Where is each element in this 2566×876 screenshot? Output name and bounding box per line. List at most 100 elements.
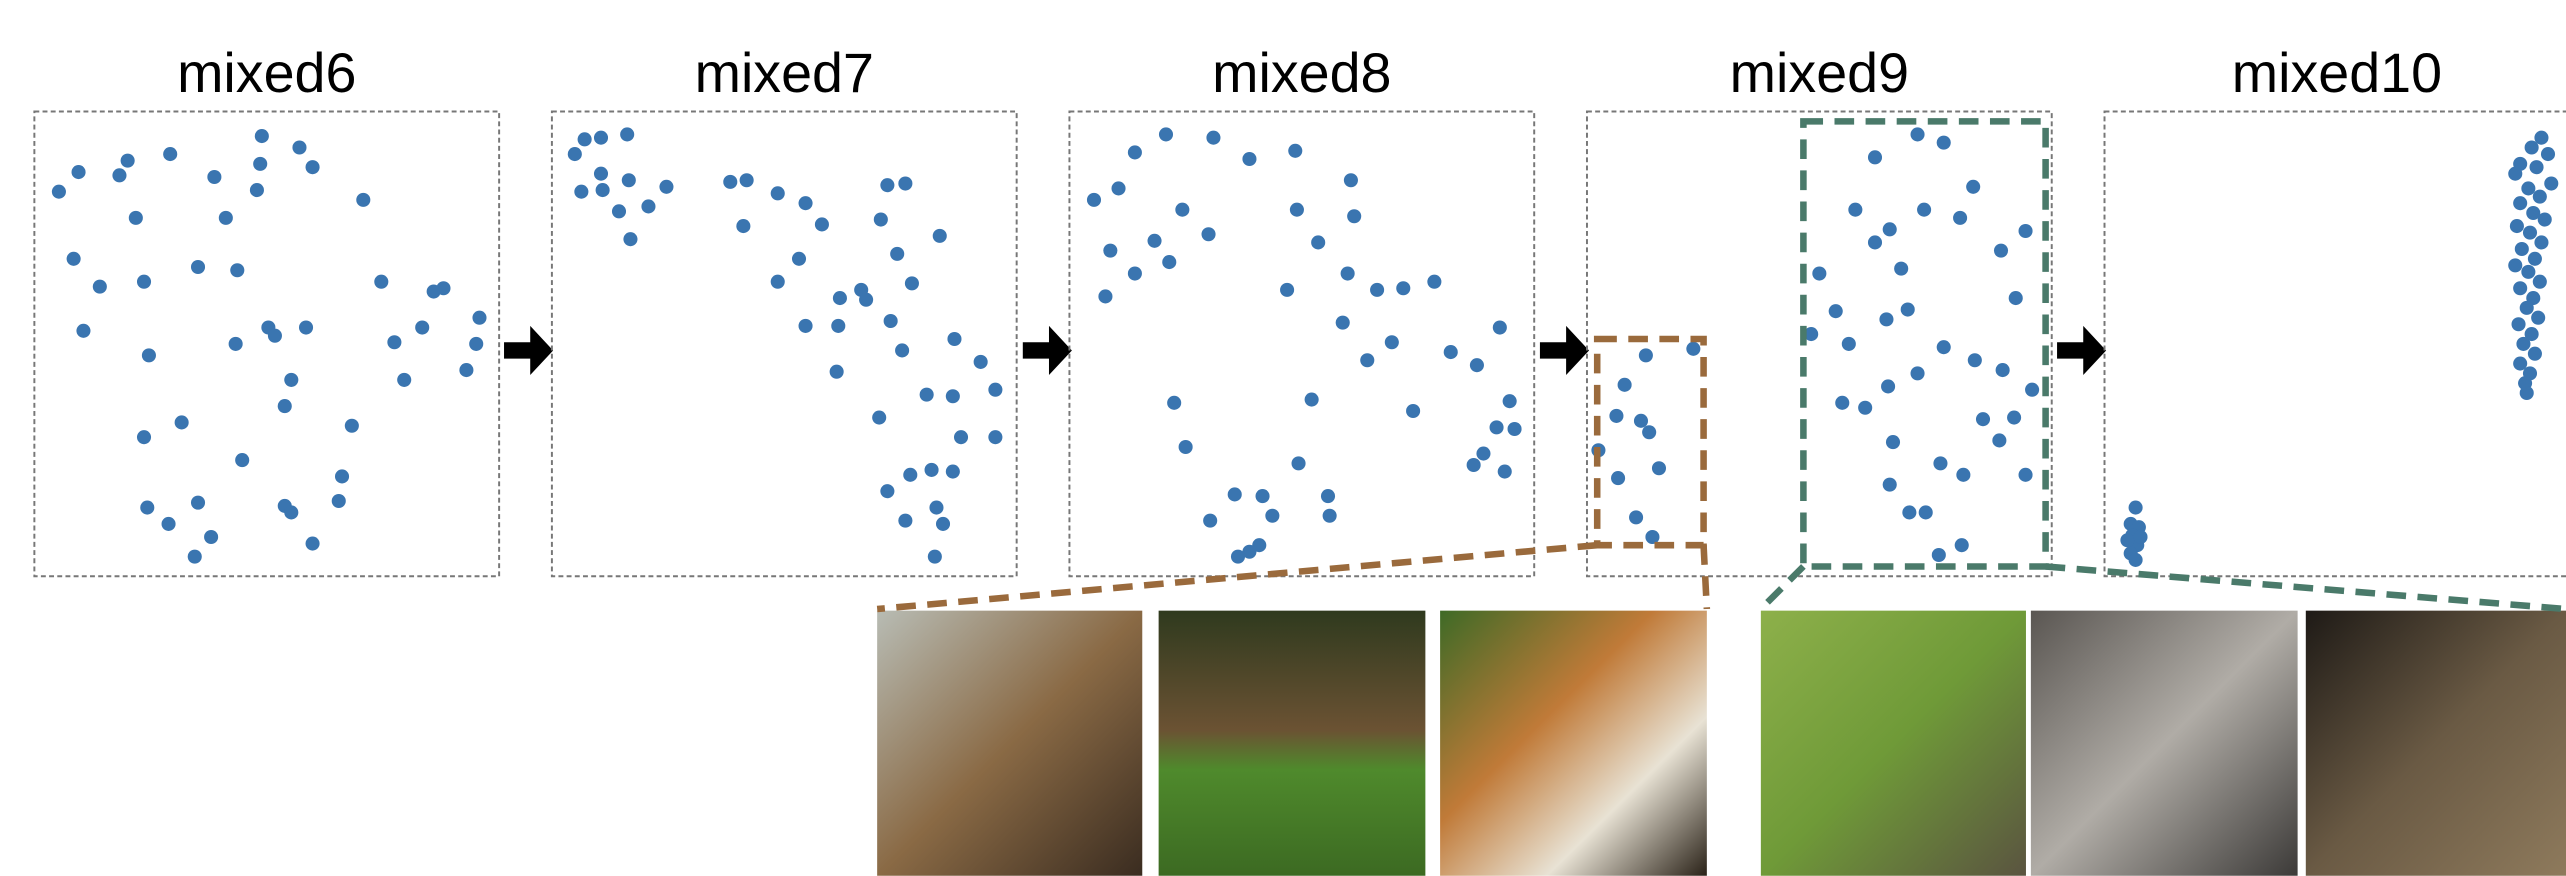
- point: [596, 183, 610, 197]
- point: [1203, 514, 1217, 528]
- point: [1406, 404, 1420, 418]
- point: [568, 147, 582, 161]
- point: [1385, 335, 1399, 349]
- point: [1228, 487, 1242, 501]
- point: [1976, 412, 1990, 426]
- point: [1919, 505, 1933, 519]
- point: [884, 314, 898, 328]
- cat-highlight: [1803, 121, 2045, 566]
- tiger-photo: [877, 611, 1142, 876]
- panel-title: mixed9: [1730, 42, 1909, 104]
- point: [335, 469, 349, 483]
- point: [792, 252, 806, 266]
- point: [641, 199, 655, 213]
- point: [229, 337, 243, 351]
- panel-title: mixed7: [695, 42, 874, 104]
- point: [2019, 468, 2033, 482]
- point: [1179, 440, 1193, 454]
- point: [1858, 401, 1872, 415]
- point: [1835, 396, 1849, 410]
- point: [928, 550, 942, 564]
- point: [1611, 471, 1625, 485]
- arrow: [1540, 326, 1589, 375]
- scatter-panel: mixed8: [1069, 42, 1534, 576]
- arrows: [504, 326, 2106, 375]
- point: [929, 501, 943, 515]
- point: [2544, 176, 2558, 190]
- point: [1290, 203, 1304, 217]
- point: [880, 178, 894, 192]
- point: [292, 140, 306, 154]
- point: [833, 291, 847, 305]
- point: [207, 170, 221, 184]
- point: [771, 186, 785, 200]
- point: [830, 365, 844, 379]
- point: [175, 415, 189, 429]
- point: [72, 165, 86, 179]
- point: [1087, 193, 1101, 207]
- point: [2508, 258, 2522, 272]
- scatter-panel: mixed7: [552, 42, 1017, 576]
- figure: mixed6mixed7mixed8mixed9mixed10: [0, 0, 2566, 876]
- point: [268, 329, 282, 343]
- point: [578, 132, 592, 146]
- point: [472, 311, 486, 325]
- point: [1470, 358, 1484, 372]
- point: [880, 484, 894, 498]
- point: [415, 321, 429, 335]
- point: [1341, 266, 1355, 280]
- point: [1370, 283, 1384, 297]
- point: [1609, 409, 1623, 423]
- point: [1917, 203, 1931, 217]
- point: [2521, 265, 2535, 279]
- point: [1911, 127, 1925, 141]
- tiger-highlight: [1597, 339, 1703, 545]
- point: [1992, 433, 2006, 447]
- point: [1321, 489, 1335, 503]
- point: [2528, 347, 2542, 361]
- panel-title: mixed10: [2232, 42, 2442, 104]
- point: [659, 180, 673, 194]
- point: [345, 419, 359, 433]
- point: [255, 129, 269, 143]
- point: [1634, 414, 1648, 428]
- point: [2120, 533, 2134, 547]
- point: [898, 514, 912, 528]
- tiger-photo: [1159, 611, 1426, 876]
- point: [1347, 209, 1361, 223]
- point: [2515, 242, 2529, 256]
- point: [250, 183, 264, 197]
- point: [1886, 435, 1900, 449]
- point: [1937, 136, 1951, 150]
- point: [2533, 190, 2547, 204]
- point: [623, 232, 637, 246]
- point: [1256, 489, 1270, 503]
- point: [2025, 383, 2039, 397]
- point: [436, 281, 450, 295]
- point: [1323, 509, 1337, 523]
- point: [905, 276, 919, 290]
- point: [920, 388, 934, 402]
- point: [859, 293, 873, 307]
- point: [1305, 393, 1319, 407]
- point: [1128, 145, 1142, 159]
- arrow: [1023, 326, 1072, 375]
- point: [1202, 227, 1216, 241]
- point: [1966, 180, 1980, 194]
- point: [1996, 363, 2010, 377]
- point: [76, 324, 90, 338]
- point: [1147, 234, 1161, 248]
- panel-title: mixed8: [1212, 42, 1391, 104]
- photos: [877, 611, 2566, 876]
- point: [771, 275, 785, 289]
- point: [2007, 411, 2021, 425]
- point: [1901, 302, 1915, 316]
- point: [1932, 548, 1946, 562]
- point: [2508, 167, 2522, 181]
- point: [1288, 144, 1302, 158]
- point: [988, 383, 1002, 397]
- point: [1868, 235, 1882, 249]
- point: [2516, 337, 2530, 351]
- point: [1937, 340, 1951, 354]
- point: [2512, 317, 2526, 331]
